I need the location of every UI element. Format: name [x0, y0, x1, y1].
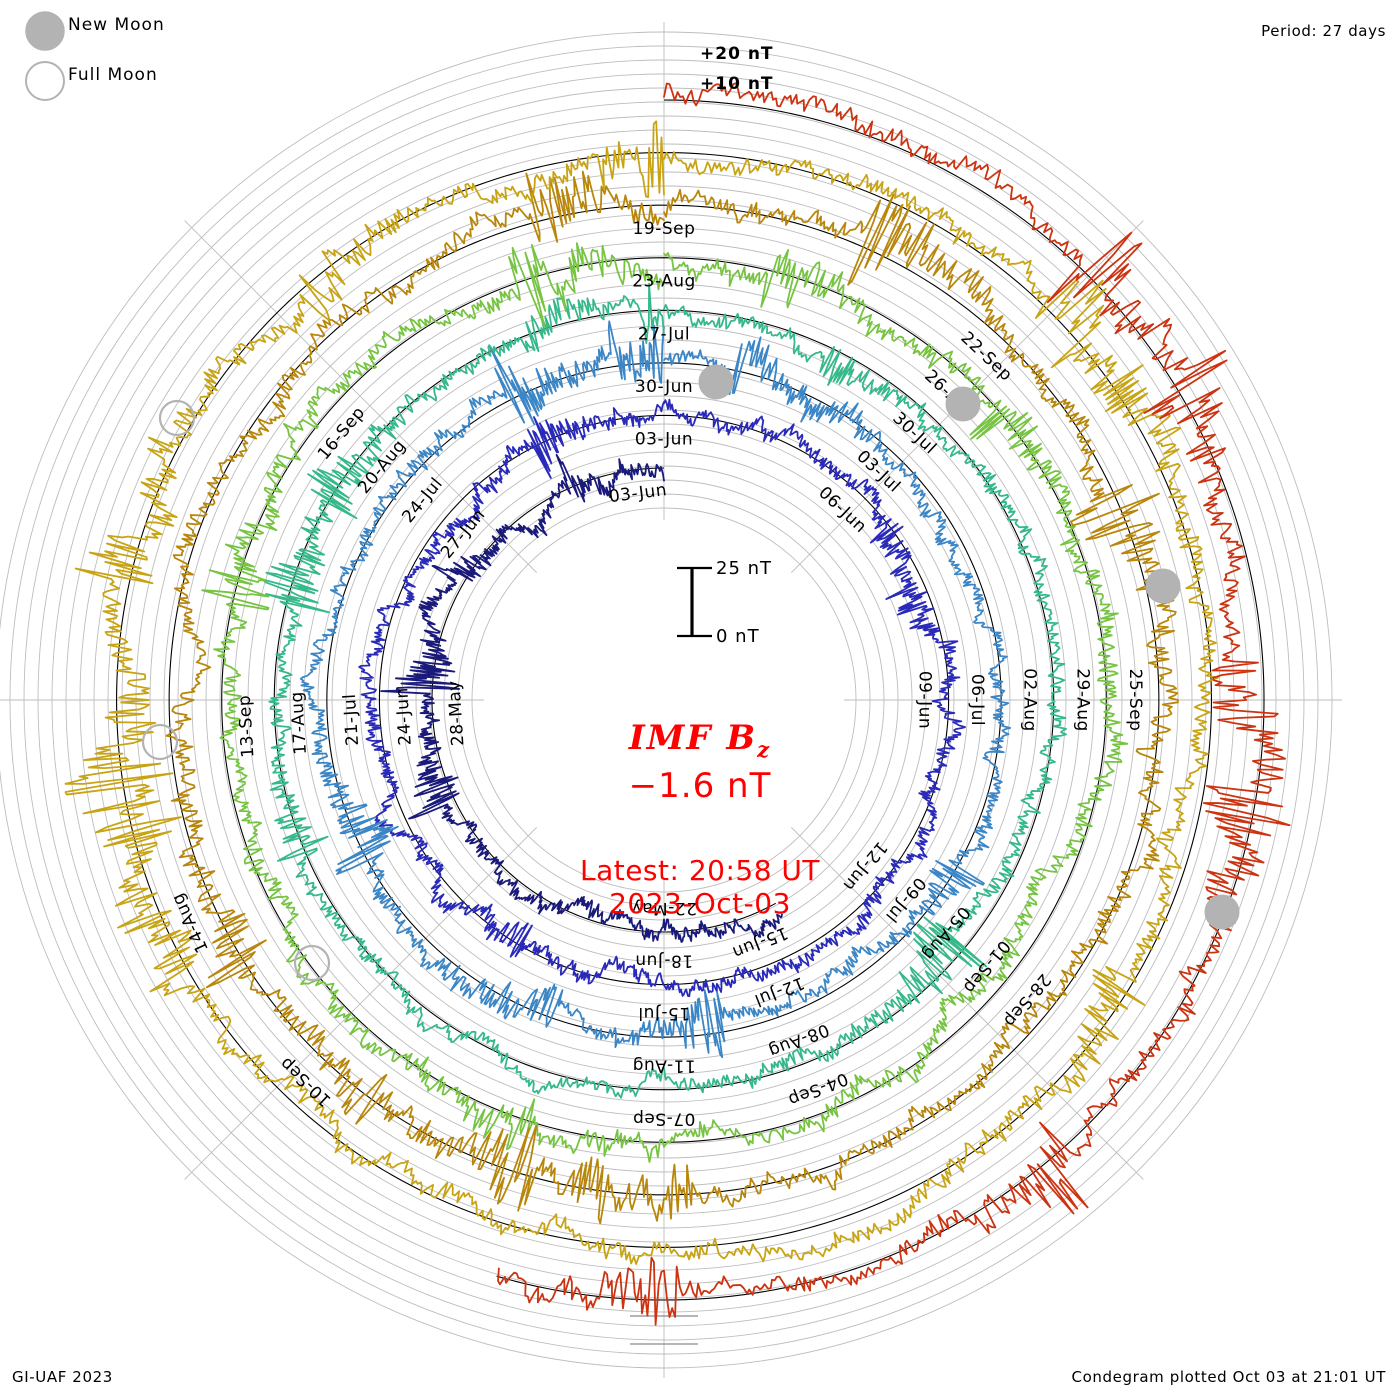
spiral-date-label: 17-Aug	[287, 691, 311, 756]
moon-markers	[141, 364, 1240, 982]
spiral-date-label: 29-Aug	[1072, 668, 1092, 732]
spiral-date-label: 24-Jun	[392, 687, 416, 746]
imf-readout: IMF Bz −1.6 nT	[0, 718, 1400, 806]
spiral-date-label: 07-Sep	[633, 1108, 696, 1128]
imf-latest-time: Latest: 20:58 UT	[579, 854, 821, 887]
spiral-date-label: 30-Jun	[635, 377, 693, 397]
spiral-date-label: 15-Jul	[638, 1003, 690, 1023]
new-moon-marker	[698, 364, 734, 400]
scale-bar-top-label: 25 nT	[716, 558, 773, 579]
spiral-date-label: 03-Jul	[852, 447, 904, 497]
full-moon-marker	[141, 723, 179, 761]
spiral-date-label: 19-Sep	[633, 219, 696, 239]
credit-label: GI-UAF 2023	[12, 1368, 113, 1386]
spiral-date-label: 03-Jun	[635, 429, 693, 449]
spiral-date-label: 03-Jun	[608, 480, 668, 507]
spiral-date-label: 28-May	[444, 680, 468, 747]
new-moon-icon	[25, 11, 65, 51]
spiral-date-label: 12-Jul	[751, 972, 807, 1010]
spiral-date-label: 30-Jul	[888, 408, 940, 458]
spiral-date-label: 27-Jul	[638, 324, 690, 344]
spiral-date-label: 22-May	[631, 898, 697, 918]
imf-latest-date: 2023-Oct-03	[609, 887, 791, 920]
spiral-date-label: 21-Jul	[340, 693, 363, 746]
full-moon-legend-label: Full Moon	[68, 65, 158, 85]
scale-bar-icon	[677, 566, 712, 638]
imf-value: −1.6 nT	[628, 765, 772, 806]
spiral-date-label: 24-Jul	[398, 474, 447, 527]
spiral-date-label: 13-Sep	[235, 694, 259, 758]
spiral-date-label: 25-Sep	[1125, 669, 1145, 732]
spiral-date-label: 02-Aug	[1020, 668, 1040, 732]
period-label: Period: 27 days	[1261, 22, 1386, 40]
full-moon-marker	[158, 399, 196, 437]
new-moon-marker	[1204, 894, 1240, 930]
imf-quantity-label: IMF Bz	[0, 718, 1400, 762]
spiral-date-label: 18-Jun	[635, 951, 693, 971]
radial-axis-label-20: +20 nT	[700, 44, 774, 64]
new-moon-legend-label: New Moon	[68, 15, 165, 35]
full-moon-icon	[25, 61, 65, 101]
full-moon-marker	[293, 944, 331, 982]
spiral-date-label: 09-Jun	[915, 671, 935, 729]
spiral-date-label: 23-Aug	[632, 272, 696, 292]
plotted-label: Condegram plotted Oct 03 at 21:01 UT	[1071, 1368, 1386, 1386]
imf-quantity-text: IMF B	[628, 718, 758, 758]
spiral-date-label: 11-Aug	[632, 1056, 696, 1076]
scale-bar-bottom-label: 0 nT	[716, 626, 760, 647]
imf-quantity-subscript: z	[757, 736, 772, 762]
radial-axis-label-10: +10 nT	[700, 74, 774, 94]
spiral-date-label: 06-Jul	[967, 674, 987, 726]
new-moon-marker	[945, 386, 981, 422]
imf-timestamp-block: Latest: 20:58 UT 2023-Oct-03	[0, 854, 1400, 920]
new-moon-marker	[1145, 568, 1181, 604]
